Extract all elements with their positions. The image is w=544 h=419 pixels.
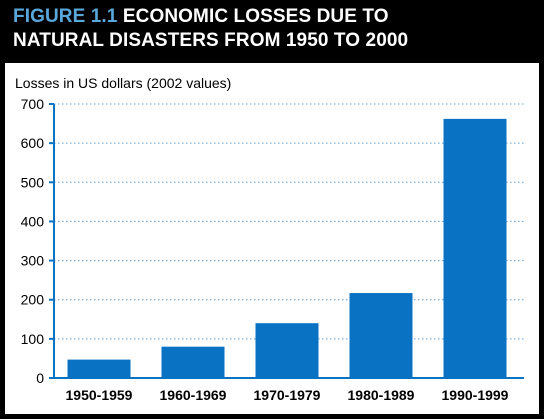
x-tick-label: 1970-1979 [254, 387, 321, 403]
x-tick-label: 1960-1969 [160, 387, 227, 403]
x-tick-label: 1990-1999 [442, 387, 509, 403]
figure-title-line-2: NATURAL DISASTERS FROM 1950 TO 2000 [13, 30, 409, 51]
y-tick-label: 500 [21, 174, 45, 190]
y-axis-label: Losses in US dollars (2002 values) [15, 75, 231, 91]
x-category-labels: 1950-1959 1960-1969 1970-1979 1980-1989 1990… [66, 387, 509, 403]
bar-1960-1969 [161, 346, 225, 378]
bar-chart: 0 100 200 300 400 500 600 700 1950-1959 1960-196… [15, 75, 524, 403]
bar-1950-1959 [67, 359, 131, 378]
y-tick-label: 200 [21, 292, 45, 308]
y-tick-label: 100 [21, 331, 45, 347]
bar-1980-1989 [349, 293, 413, 378]
y-tick-label: 700 [21, 96, 45, 112]
x-tick-label: 1980-1989 [348, 387, 415, 403]
axes [53, 104, 524, 379]
y-tick-labels: 0 100 200 300 400 500 600 700 [21, 96, 54, 386]
y-tick-label: 600 [21, 135, 45, 151]
x-tick-label: 1950-1959 [66, 387, 133, 403]
chart-panel: 0 100 200 300 400 500 600 700 1950-1959 1960-196… [5, 63, 539, 414]
figure-label: FIGURE 1.1 [13, 6, 118, 27]
bars [67, 118, 507, 379]
y-tick-label: 300 [21, 253, 45, 269]
figure-title-text: ECONOMIC LOSSES DUE TO [122, 6, 389, 27]
figure-header: FIGURE 1.1 ECONOMIC LOSSES DUE TO NATURA… [0, 0, 544, 60]
y-tick-label: 400 [21, 213, 45, 229]
bar-1970-1979 [255, 323, 319, 378]
bar-1990-1999 [443, 118, 507, 379]
figure-title-line-1: FIGURE 1.1 ECONOMIC LOSSES DUE TO [13, 6, 389, 28]
y-tick-label: 0 [36, 370, 44, 386]
